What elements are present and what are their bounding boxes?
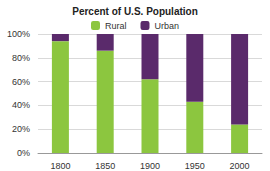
svg-text:Urban: Urban: [154, 21, 179, 31]
svg-text:60%: 60%: [12, 77, 30, 87]
svg-text:1950: 1950: [185, 161, 205, 171]
svg-text:20%: 20%: [12, 124, 30, 134]
svg-text:2000: 2000: [230, 161, 250, 171]
svg-text:0%: 0%: [17, 148, 30, 158]
svg-text:100%: 100%: [7, 29, 30, 39]
svg-text:Rural: Rural: [105, 21, 127, 31]
svg-text:1800: 1800: [50, 161, 70, 171]
svg-text:40%: 40%: [12, 100, 30, 110]
svg-text:80%: 80%: [12, 53, 30, 63]
svg-text:1850: 1850: [95, 161, 115, 171]
svg-text:1900: 1900: [140, 161, 160, 171]
svg-text:Percent of U.S. Population: Percent of U.S. Population: [72, 6, 198, 17]
